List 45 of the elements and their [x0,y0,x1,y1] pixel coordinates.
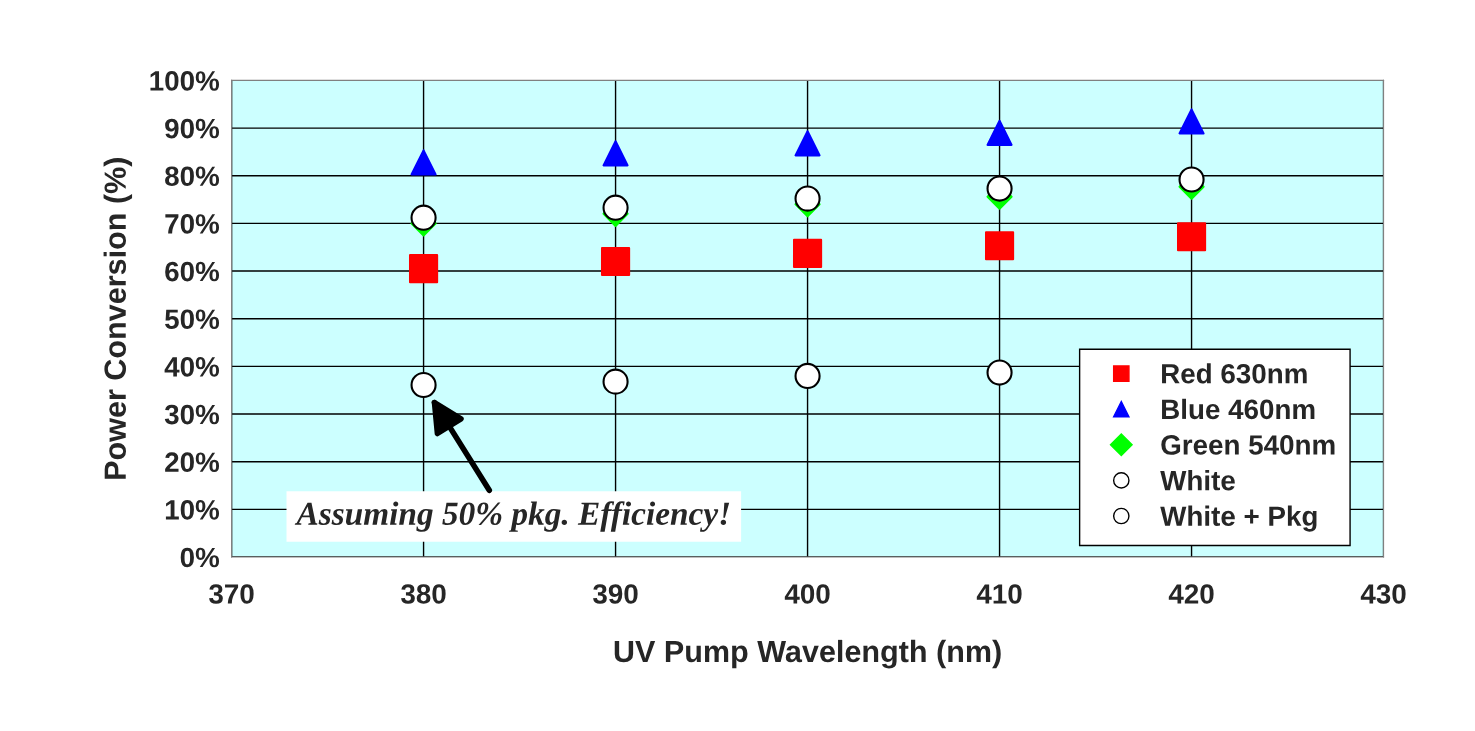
point [600,246,631,277]
y-tick-label: 40% [164,357,220,377]
x-tick-label: 380 [401,584,446,604]
point [410,204,437,231]
point [408,254,439,284]
y-tick-label: 30% [164,404,220,425]
y-tick-label: 0% [180,547,220,568]
point [602,368,629,395]
x-tick-label: 370 [209,584,254,604]
y-tick-label: 50% [165,309,220,330]
point [410,149,437,176]
point [986,359,1013,386]
point [794,362,821,389]
x-tick-label: 390 [593,584,638,604]
y-tick-label: 10% [165,500,220,520]
point [1176,222,1207,252]
x-tick-label: 400 [784,584,830,604]
point [792,238,823,268]
legend-label: White [1160,470,1235,491]
point [1178,108,1205,135]
legend-label: Red 630nm [1162,363,1307,384]
point [986,119,1013,146]
x-tick-label: 410 [976,584,1022,604]
annotation: Assuming 50% pkg. Efficiency! [294,501,730,532]
point [602,194,629,221]
y-tick-label: 70% [165,214,220,234]
y-axis-title: Power Conversion (%) [103,158,133,479]
point [986,175,1013,202]
x-axis-title: UV Pump Wavelength (nm) [614,639,1001,669]
y-tick-label: 80% [165,166,220,187]
legend-label: White + Pkg [1160,505,1317,532]
point [602,140,629,167]
point [794,185,821,212]
y-tick-label: 90% [165,118,220,139]
point [410,371,437,399]
point [794,130,821,157]
y-tick-label: 100% [150,71,220,91]
y-tick-label: 20% [165,452,220,473]
y-tick-label: 60% [165,261,220,282]
legend-label: Blue 460nm [1162,398,1315,420]
x-tick-label: 430 [1360,584,1406,604]
legend-label: Green 540nm [1161,435,1335,455]
point [984,231,1015,261]
x-tick-label: 420 [1168,584,1214,604]
point [1178,166,1205,193]
